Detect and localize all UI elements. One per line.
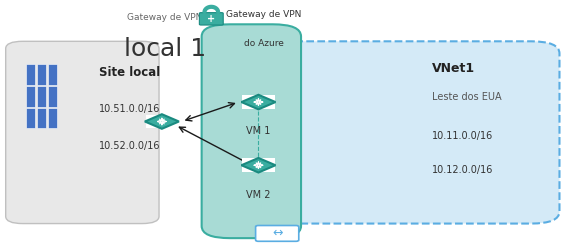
Bar bbox=[37, 64, 46, 85]
Bar bbox=[242, 158, 275, 172]
Text: VM 2: VM 2 bbox=[246, 190, 271, 200]
Text: local 1: local 1 bbox=[124, 37, 206, 61]
Bar bbox=[48, 108, 57, 128]
Text: Site local: Site local bbox=[99, 66, 161, 79]
Bar bbox=[145, 115, 178, 128]
Bar bbox=[26, 108, 35, 128]
Text: Gateway de VPN: Gateway de VPN bbox=[127, 12, 202, 22]
FancyBboxPatch shape bbox=[256, 226, 299, 241]
Text: VM 1: VM 1 bbox=[247, 126, 270, 136]
Polygon shape bbox=[241, 95, 275, 109]
Text: +: + bbox=[207, 14, 215, 24]
Bar bbox=[48, 64, 57, 85]
Text: 10.52.0.0/16: 10.52.0.0/16 bbox=[99, 141, 161, 151]
Text: VNet1: VNet1 bbox=[432, 61, 475, 75]
Bar bbox=[37, 86, 46, 107]
Text: do Azure: do Azure bbox=[244, 39, 284, 48]
Polygon shape bbox=[241, 158, 275, 173]
Bar bbox=[26, 86, 35, 107]
Polygon shape bbox=[145, 114, 179, 129]
Text: 10.11.0.0/16: 10.11.0.0/16 bbox=[432, 131, 493, 141]
FancyBboxPatch shape bbox=[199, 13, 223, 25]
Bar bbox=[37, 108, 46, 128]
Text: ↔: ↔ bbox=[272, 227, 282, 240]
Bar bbox=[26, 64, 35, 85]
Text: 10.51.0.0/16: 10.51.0.0/16 bbox=[99, 104, 161, 114]
Text: 10.12.0.0/16: 10.12.0.0/16 bbox=[432, 165, 493, 175]
Text: Leste dos EUA: Leste dos EUA bbox=[432, 92, 502, 102]
Bar bbox=[48, 86, 57, 107]
Bar bbox=[242, 95, 275, 109]
FancyBboxPatch shape bbox=[202, 24, 301, 238]
Text: Gateway de VPN: Gateway de VPN bbox=[227, 10, 302, 19]
FancyBboxPatch shape bbox=[6, 41, 159, 224]
FancyBboxPatch shape bbox=[250, 41, 559, 224]
